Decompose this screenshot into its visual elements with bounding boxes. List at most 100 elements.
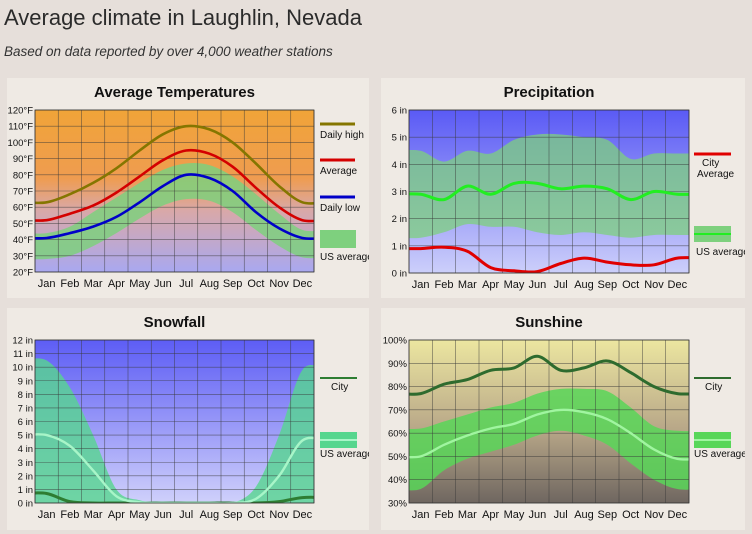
y-tick-label: 60%	[388, 429, 408, 440]
x-tick-label: Feb	[435, 279, 454, 291]
x-tick-label: Jan	[38, 278, 56, 290]
legend-label: US average	[320, 449, 369, 460]
y-tick-label: 80°F	[13, 170, 33, 181]
y-tick-label: 70°F	[13, 187, 33, 198]
x-tick-label: Jul	[179, 509, 193, 521]
temperature-chart: Average Temperatures 20°F 30°F 40°F 50°F 60°F…	[8, 84, 369, 290]
x-tick-label: Apr	[108, 278, 125, 290]
x-tick-label: Apr	[482, 279, 499, 291]
x-tick-label: Jul	[554, 509, 568, 521]
x-tick-label: Jul	[554, 279, 568, 291]
precipitation-panel: Precipitation 0 in 1 in 2 in 3 in 4 in 5 in 6 i…	[381, 78, 745, 298]
x-tick-label: Dec	[293, 278, 313, 290]
snowfall-chart: Snowfall 0 in 1 in 2 in 3 in 4 in 5 in 6 in 7 in…	[12, 314, 369, 521]
plot-border	[408, 339, 690, 504]
page-subtitle: Based on data reported by over 4,000 wea…	[4, 44, 333, 59]
y-tick-label: 1 in	[392, 241, 407, 252]
y-tick-label: 7 in	[18, 403, 33, 414]
x-tick-label: Oct	[247, 509, 264, 521]
y-tick-label: 10 in	[12, 363, 33, 374]
legend-label: US average	[320, 252, 369, 263]
x-tick-label: Dec	[668, 279, 688, 291]
y-tick-label: 4 in	[18, 444, 33, 455]
y-tick-label: 12 in	[12, 336, 33, 347]
y-tick-label: 20°F	[13, 268, 33, 279]
legend-label: US average	[696, 247, 745, 258]
y-tick-label: 3 in	[392, 187, 407, 198]
legend-label: US average	[694, 449, 745, 460]
series-line-daily-high	[35, 124, 314, 205]
chart-title: Snowfall	[144, 314, 206, 331]
series-line-daily-low	[35, 173, 314, 241]
y-tick-label: 3 in	[18, 458, 33, 469]
y-tick-label: 5 in	[18, 431, 33, 442]
y-tick-label: 0 in	[392, 269, 407, 280]
y-tick-label: 90%	[388, 359, 408, 370]
legend-label: Daily low	[320, 203, 361, 214]
x-tick-label: Nov	[269, 278, 289, 290]
x-tick-label: Jun	[154, 509, 172, 521]
series-group	[35, 124, 314, 241]
legend-label: Average	[697, 169, 735, 180]
y-tick-label: 100%	[383, 336, 408, 347]
series-line-city	[409, 354, 689, 396]
y-tick-label: 6 in	[392, 106, 407, 117]
y-tick-label: 2 in	[18, 471, 33, 482]
x-tick-label: Jul	[179, 278, 193, 290]
x-tick-label: Oct	[622, 509, 639, 521]
x-tick-label: Aug	[574, 509, 594, 521]
y-tick-label: 1 in	[18, 485, 33, 496]
y-tick-label: 30°F	[13, 251, 33, 262]
series-line-us-average	[409, 408, 689, 461]
legend-label: Average	[320, 166, 358, 177]
x-tick-label: May	[129, 278, 150, 290]
x-tick-label: Jun	[528, 509, 546, 521]
y-tick-label: 8 in	[18, 390, 33, 401]
y-tick-label: 6 in	[18, 417, 33, 428]
y-tick-label: 80%	[388, 382, 408, 393]
y-tick-label: 40°F	[13, 235, 33, 246]
y-tick-label: 9 in	[18, 376, 33, 387]
series-line-us-average	[35, 433, 314, 503]
y-tick-label: 50°F	[13, 219, 33, 230]
x-tick-label: Nov	[644, 279, 664, 291]
x-tick-label: Feb	[435, 509, 454, 521]
x-tick-label: May	[129, 509, 150, 521]
x-tick-label: Apr	[482, 509, 499, 521]
x-tick-label: Sep	[598, 509, 618, 521]
y-tick-label: 4 in	[392, 160, 407, 171]
y-tick-label: 5 in	[392, 133, 407, 144]
plot-border	[408, 109, 690, 274]
x-tick-label: Dec	[668, 509, 688, 521]
chart-title: Sunshine	[515, 314, 583, 331]
y-tick-label: 50%	[388, 452, 408, 463]
x-tick-label: Dec	[293, 509, 313, 521]
x-tick-label: Aug	[200, 278, 220, 290]
x-tick-label: Sep	[223, 278, 243, 290]
x-tick-label: Jan	[412, 509, 430, 521]
series-group	[409, 180, 689, 273]
y-tick-label: 11 in	[13, 349, 33, 360]
series-group	[409, 354, 689, 461]
x-tick-label: Oct	[622, 279, 639, 291]
y-tick-label: 40%	[388, 475, 408, 486]
plot-border	[34, 339, 315, 504]
x-tick-label: Jun	[528, 279, 546, 291]
precipitation-chart: Precipitation 0 in 1 in 2 in 3 in 4 in 5 in 6 i…	[392, 84, 745, 291]
legend-label: City	[331, 382, 348, 393]
x-tick-label: Oct	[247, 278, 264, 290]
sunshine-panel: Sunshine 30% 40% 50% 60% 70% 80% 90% 100% Jan Feb M…	[381, 308, 745, 530]
y-tick-label: 60°F	[13, 203, 33, 214]
legend-label: City	[705, 382, 722, 393]
y-tick-label: 100°F	[8, 138, 34, 149]
x-tick-label: May	[504, 509, 525, 521]
series-line-us-average	[409, 180, 689, 202]
x-tick-label: Jan	[412, 279, 430, 291]
chart-title: Average Temperatures	[94, 84, 255, 101]
legend-label: City	[702, 158, 719, 169]
x-tick-label: Mar	[84, 509, 103, 521]
y-tick-label: 2 in	[392, 214, 407, 225]
series-line-average	[35, 148, 314, 223]
y-tick-label: 30%	[388, 499, 408, 510]
x-tick-label: Feb	[60, 509, 79, 521]
